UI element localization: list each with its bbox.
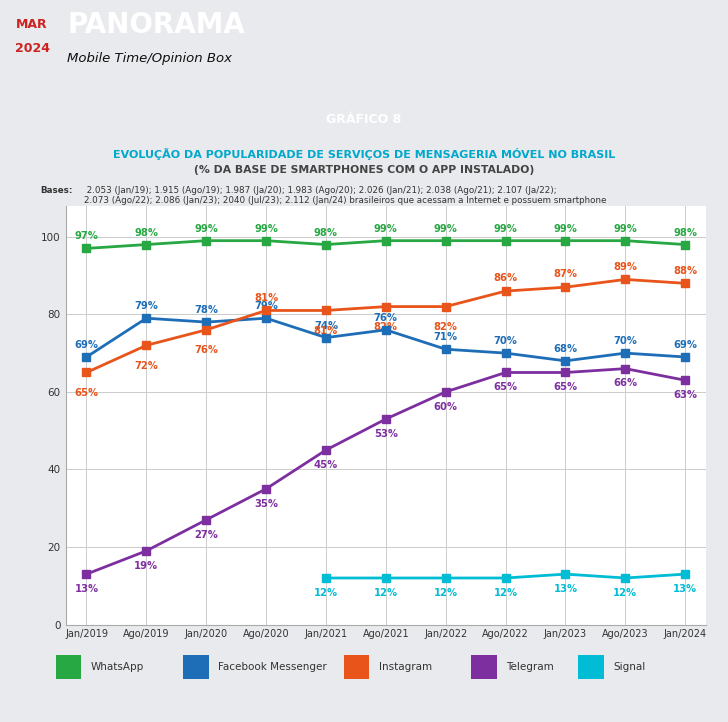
Text: 99%: 99% [434,224,458,234]
Text: 78%: 78% [194,305,218,315]
Text: 12%: 12% [373,588,398,598]
Text: 86%: 86% [494,274,518,283]
Text: 69%: 69% [673,340,697,350]
Text: 69%: 69% [74,340,98,350]
Text: 97%: 97% [74,232,98,241]
Text: 35%: 35% [254,498,278,508]
Text: 66%: 66% [613,378,638,388]
Text: 2.053 (Jan/19); 1.915 (Ago/19); 1.987 (Ja/20); 1.983 (Ago/20); 2.026 (Jan/21); 2: 2.053 (Jan/19); 1.915 (Ago/19); 1.987 (J… [84,186,606,205]
Text: Telegram: Telegram [506,662,554,672]
Text: 76%: 76% [374,313,397,323]
Text: 71%: 71% [434,332,458,342]
Text: Mobile Time/Opinion Box: Mobile Time/Opinion Box [68,51,232,64]
Text: (% DA BASE DE SMARTPHONES COM O APP INSTALADO): (% DA BASE DE SMARTPHONES COM O APP INST… [194,165,534,175]
Text: 81%: 81% [314,326,338,336]
Text: 82%: 82% [434,322,458,332]
Text: 12%: 12% [613,588,638,598]
Text: 79%: 79% [254,301,278,311]
Bar [183,655,209,679]
Text: GRÁFICO 8: GRÁFICO 8 [326,113,402,126]
Text: 79%: 79% [135,301,158,311]
Text: 27%: 27% [194,529,218,539]
Text: 99%: 99% [374,224,397,234]
Text: Instagram: Instagram [379,662,432,672]
Text: 99%: 99% [494,224,518,234]
Text: 63%: 63% [673,390,697,400]
Text: 88%: 88% [673,266,697,276]
Text: 13%: 13% [673,584,697,593]
Text: 87%: 87% [553,269,577,279]
Text: Signal: Signal [613,662,646,672]
Text: 60%: 60% [434,401,458,412]
Text: 99%: 99% [194,224,218,234]
Text: 98%: 98% [673,227,697,238]
Bar [578,655,604,679]
Text: 13%: 13% [553,584,577,593]
Text: Facebook Messenger: Facebook Messenger [218,662,327,672]
Text: 82%: 82% [374,322,397,332]
Text: EVOLUÇÃO DA POPULARIDADE DE SERVIÇOS DE MENSAGERIA MÓVEL NO BRASIL: EVOLUÇÃO DA POPULARIDADE DE SERVIÇOS DE … [113,148,615,160]
Text: 65%: 65% [74,388,98,398]
Text: 53%: 53% [374,429,397,439]
Text: 12%: 12% [494,588,518,598]
Text: 70%: 70% [614,336,637,346]
Text: WhatsApp: WhatsApp [91,662,144,672]
Bar [344,655,369,679]
Bar [56,655,82,679]
Text: 81%: 81% [254,292,278,303]
Text: 65%: 65% [494,382,518,392]
Text: 19%: 19% [134,560,159,570]
Bar [471,655,496,679]
Text: MAR: MAR [16,18,48,31]
Text: 45%: 45% [314,460,338,470]
Text: 2024: 2024 [15,42,50,55]
Text: 12%: 12% [314,588,338,598]
Text: 99%: 99% [553,224,577,234]
Text: 89%: 89% [613,261,637,271]
Text: PANORAMA: PANORAMA [68,11,245,39]
Text: 99%: 99% [614,224,637,234]
Text: 76%: 76% [194,345,218,355]
Text: Bases:: Bases: [40,186,73,194]
Text: 98%: 98% [314,227,338,238]
Text: 74%: 74% [314,321,338,331]
Text: 70%: 70% [494,336,518,346]
Text: 68%: 68% [553,344,577,354]
Text: 13%: 13% [74,584,98,593]
Text: 99%: 99% [254,224,278,234]
Text: 65%: 65% [553,382,577,392]
Text: 98%: 98% [135,227,159,238]
Text: 72%: 72% [135,361,158,371]
Text: 12%: 12% [434,588,458,598]
